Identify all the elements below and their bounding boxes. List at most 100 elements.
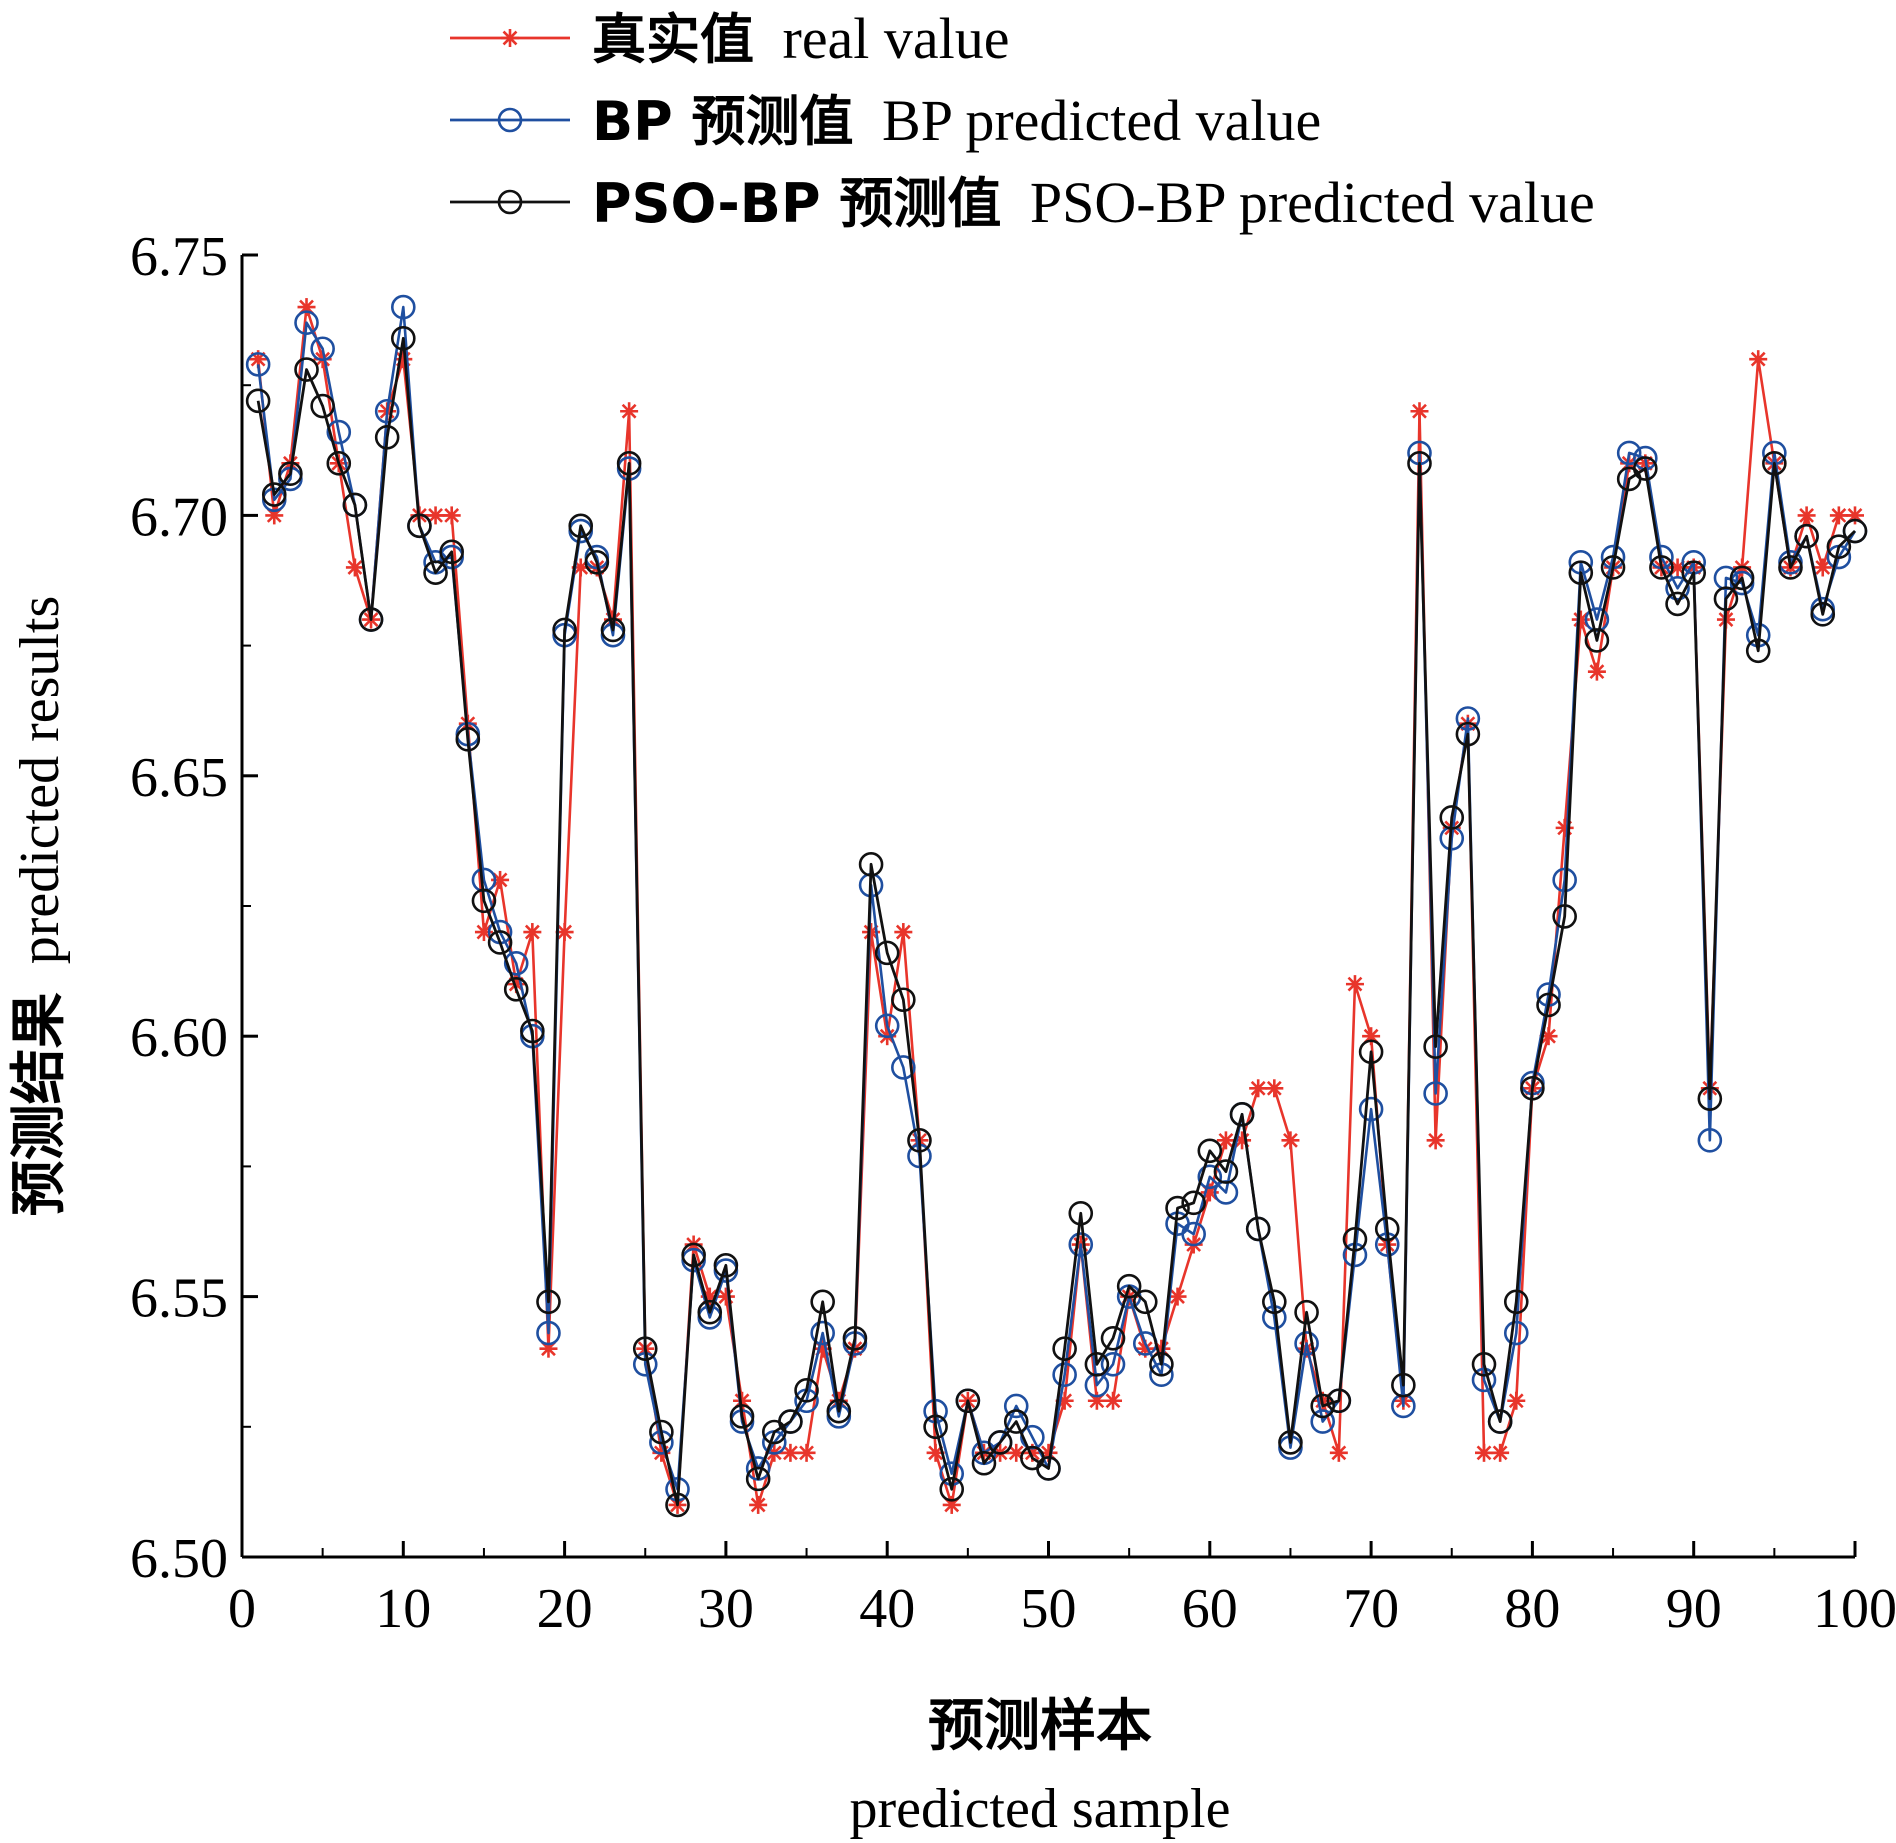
x-tick-label: 30 — [698, 1578, 754, 1640]
data-point-pso-bp — [1084, 1352, 1110, 1377]
data-point-pso-bp — [600, 617, 626, 643]
x-tick-label: 40 — [859, 1578, 915, 1640]
data-point-pso-bp — [1165, 1195, 1190, 1221]
data-point-pso-bp — [278, 461, 303, 487]
data-point-real — [1507, 1391, 1526, 1410]
data-point-pso-bp — [1552, 904, 1577, 929]
data-point-pso-bp — [1568, 560, 1594, 585]
data-point-bp — [1665, 576, 1690, 601]
chart-axes — [240, 255, 1855, 1559]
data-point-real — [894, 923, 913, 942]
data-point-pso-bp — [713, 1253, 739, 1278]
data-point-pso-bp — [778, 1409, 803, 1434]
svg-text:预测结果 predicted results: 预测结果 predicted results — [7, 596, 72, 1217]
y-tick-label: 6.60 — [130, 1007, 228, 1069]
data-point-pso-bp — [1423, 1034, 1448, 1059]
data-point-pso-bp — [1197, 1138, 1223, 1164]
data-point-pso-bp — [1326, 1388, 1352, 1414]
data-point-real — [1216, 1131, 1235, 1150]
x-tick-label: 50 — [1021, 1578, 1077, 1640]
data-point-pso-bp — [374, 424, 400, 450]
data-point-pso-bp — [520, 1018, 545, 1044]
x-tick-label: 60 — [1182, 1578, 1238, 1640]
data-point-real — [1265, 1079, 1284, 1098]
data-point-real — [426, 506, 445, 525]
data-point-real — [442, 506, 461, 525]
data-point-pso-bp — [1697, 1086, 1723, 1111]
data-point-bp — [294, 310, 319, 336]
data-point-pso-bp — [1842, 518, 1868, 544]
x-tick-label: 90 — [1666, 1578, 1722, 1640]
data-point-real — [1168, 1287, 1187, 1306]
data-point-pso-bp — [552, 617, 577, 643]
data-point-pso-bp — [294, 357, 319, 382]
data-point-real — [1749, 350, 1768, 369]
legend-entry-real: 真实值 real value — [450, 6, 1010, 71]
data-point-real — [1281, 1131, 1300, 1150]
data-point-pso-bp — [1745, 638, 1771, 664]
data-point-pso-bp — [1245, 1216, 1271, 1242]
data-point-pso-bp — [681, 1242, 706, 1268]
data-point-bp — [326, 419, 352, 445]
data-point-real — [1475, 1443, 1494, 1462]
data-point-pso-bp — [1116, 1273, 1142, 1299]
series-bp — [245, 294, 1868, 1502]
y-axis-ticks: 6.50 6.55 6.60 6.65 6.70 6.75 — [130, 226, 258, 1590]
data-point-pso-bp — [1633, 456, 1658, 481]
series-line-real — [256, 305, 1855, 1507]
data-point-pso-bp — [1068, 1200, 1094, 1226]
data-point-pso-bp — [1455, 721, 1481, 747]
data-point-bp — [310, 336, 335, 362]
data-point-real — [1329, 1443, 1348, 1462]
legend-sample-pso-bp — [450, 189, 570, 215]
data-point-pso-bp — [1294, 1299, 1319, 1325]
data-point-pso-bp — [1391, 1372, 1416, 1398]
data-point-pso-bp — [407, 513, 432, 539]
legend-sample-real — [450, 29, 570, 47]
x-tick-label: 100 — [1813, 1578, 1896, 1640]
data-point-bp — [1503, 1320, 1529, 1346]
data-point-pso-bp — [842, 1325, 868, 1351]
data-point-bp — [1616, 440, 1642, 466]
data-point-real — [1587, 662, 1606, 681]
data-point-pso-bp — [261, 482, 287, 507]
data-point-bp — [245, 352, 271, 377]
data-point-real — [345, 558, 364, 577]
data-point-pso-bp — [632, 1336, 658, 1361]
data-point-pso-bp — [1665, 591, 1690, 617]
data-point-pso-bp — [810, 1289, 835, 1315]
series-line-bp — [256, 305, 1857, 1491]
data-point-pso-bp — [1600, 555, 1626, 580]
data-point-pso-bp — [923, 1414, 948, 1440]
data-point-real — [1249, 1079, 1268, 1098]
series-line-pso-bp — [256, 336, 1856, 1507]
data-point-pso-bp — [1100, 1325, 1126, 1351]
data-point-bp — [810, 1320, 835, 1346]
y-axis-title: 预测结果 predicted results — [7, 596, 72, 1217]
data-point-bp — [1697, 1128, 1723, 1153]
data-point-bp — [503, 950, 529, 976]
data-point-pso-bp — [1310, 1393, 1336, 1419]
data-point-pso-bp — [1487, 1409, 1513, 1434]
x-tick-label: 0 — [228, 1578, 256, 1640]
x-axis-ticks: 0 10 20 30 40 50 60 70 80 90 100 — [228, 1541, 1896, 1640]
data-point-pso-bp — [1374, 1216, 1400, 1242]
data-point-pso-bp — [1681, 560, 1706, 585]
data-point-bp — [1197, 1164, 1223, 1190]
data-point-bp — [1052, 1362, 1077, 1388]
data-point-real — [1555, 818, 1574, 837]
data-point-bp — [536, 1320, 561, 1346]
data-point-pso-bp — [729, 1404, 755, 1429]
data-point-real — [1426, 1131, 1445, 1150]
data-point-real — [620, 402, 639, 421]
data-point-pso-bp — [503, 977, 529, 1002]
legend-marker — [497, 107, 523, 133]
y-tick-label: 6.55 — [130, 1268, 228, 1330]
data-point-pso-bp — [891, 987, 916, 1013]
data-point-pso-bp — [1778, 555, 1803, 580]
series-pso-bp — [245, 326, 1868, 1518]
legend-entry-pso-bp: PSO-BP 预测值 PSO-BP predicted value — [450, 170, 1595, 235]
data-point-pso-bp — [487, 930, 513, 955]
data-point-real — [523, 923, 542, 942]
data-point-pso-bp — [1826, 534, 1852, 559]
